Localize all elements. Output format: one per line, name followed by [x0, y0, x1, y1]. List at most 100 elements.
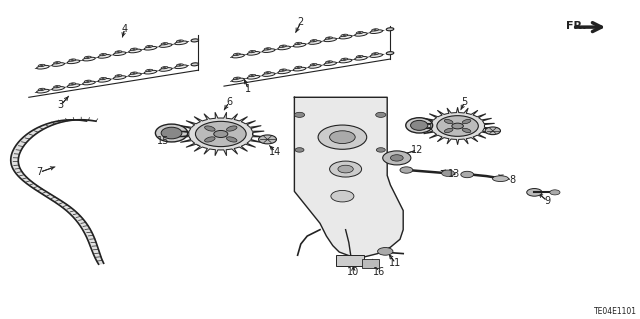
Ellipse shape	[146, 69, 153, 71]
Circle shape	[485, 127, 500, 135]
Ellipse shape	[232, 78, 244, 82]
Ellipse shape	[356, 32, 364, 34]
Ellipse shape	[98, 78, 111, 82]
Ellipse shape	[262, 73, 275, 76]
FancyBboxPatch shape	[336, 255, 364, 266]
Ellipse shape	[355, 33, 367, 36]
Ellipse shape	[100, 78, 107, 80]
Ellipse shape	[175, 65, 188, 69]
Ellipse shape	[310, 40, 317, 42]
Ellipse shape	[113, 76, 126, 79]
Ellipse shape	[191, 39, 198, 42]
Ellipse shape	[113, 52, 126, 56]
Text: 16: 16	[372, 267, 385, 277]
Ellipse shape	[52, 63, 65, 66]
Text: 6: 6	[226, 97, 232, 107]
Ellipse shape	[144, 70, 157, 74]
Ellipse shape	[100, 54, 107, 56]
Ellipse shape	[115, 51, 122, 53]
Ellipse shape	[249, 50, 256, 53]
Ellipse shape	[67, 60, 80, 63]
Ellipse shape	[84, 80, 92, 82]
Circle shape	[376, 148, 385, 152]
Ellipse shape	[129, 49, 141, 53]
Ellipse shape	[308, 41, 321, 44]
Ellipse shape	[339, 35, 352, 39]
Circle shape	[400, 167, 413, 173]
Ellipse shape	[293, 67, 306, 71]
Ellipse shape	[227, 126, 237, 131]
Ellipse shape	[54, 62, 61, 64]
Circle shape	[331, 190, 354, 202]
Text: 14: 14	[269, 146, 282, 157]
Text: 1: 1	[245, 84, 252, 94]
Text: 11: 11	[389, 258, 402, 268]
Ellipse shape	[308, 65, 321, 68]
Ellipse shape	[159, 68, 172, 71]
Ellipse shape	[324, 62, 337, 65]
Ellipse shape	[444, 119, 453, 124]
Ellipse shape	[262, 49, 275, 52]
Circle shape	[294, 112, 305, 117]
Ellipse shape	[234, 77, 241, 79]
Circle shape	[461, 171, 474, 178]
Ellipse shape	[161, 127, 182, 139]
Ellipse shape	[232, 54, 244, 58]
Ellipse shape	[326, 61, 333, 63]
Text: 7: 7	[36, 167, 43, 177]
Ellipse shape	[444, 128, 453, 133]
Ellipse shape	[131, 72, 138, 74]
Ellipse shape	[324, 38, 337, 41]
Ellipse shape	[67, 84, 80, 87]
Ellipse shape	[264, 72, 271, 74]
Circle shape	[295, 148, 304, 152]
Ellipse shape	[36, 89, 49, 93]
Ellipse shape	[411, 120, 428, 130]
Text: 9: 9	[544, 196, 550, 206]
Ellipse shape	[161, 67, 168, 69]
Circle shape	[527, 189, 542, 196]
Text: 4: 4	[122, 24, 128, 34]
Text: 8: 8	[509, 175, 515, 185]
Ellipse shape	[372, 29, 379, 31]
Ellipse shape	[177, 64, 184, 66]
Ellipse shape	[280, 69, 287, 71]
Ellipse shape	[159, 44, 172, 47]
Ellipse shape	[341, 34, 348, 36]
Ellipse shape	[191, 63, 198, 66]
Text: 2: 2	[298, 17, 304, 27]
Circle shape	[330, 161, 362, 177]
Ellipse shape	[131, 48, 138, 50]
Ellipse shape	[84, 56, 92, 58]
Ellipse shape	[175, 41, 188, 45]
Text: 10: 10	[347, 267, 360, 277]
Ellipse shape	[293, 43, 306, 47]
Circle shape	[318, 125, 367, 149]
Ellipse shape	[326, 37, 333, 39]
Ellipse shape	[310, 63, 317, 66]
Text: 12: 12	[411, 145, 424, 155]
Circle shape	[378, 248, 393, 255]
Ellipse shape	[38, 64, 45, 67]
Circle shape	[338, 165, 353, 173]
Ellipse shape	[205, 126, 215, 131]
Ellipse shape	[278, 46, 291, 50]
Circle shape	[437, 116, 478, 136]
Ellipse shape	[462, 119, 471, 124]
Ellipse shape	[278, 70, 291, 74]
Ellipse shape	[493, 176, 509, 182]
Circle shape	[390, 155, 403, 161]
Text: TE04E1101: TE04E1101	[594, 307, 637, 316]
Ellipse shape	[247, 76, 260, 79]
Ellipse shape	[129, 73, 141, 77]
Polygon shape	[294, 97, 403, 257]
Ellipse shape	[52, 87, 65, 90]
Ellipse shape	[205, 137, 215, 142]
Circle shape	[383, 151, 411, 165]
Ellipse shape	[146, 45, 153, 48]
Ellipse shape	[370, 30, 383, 33]
Ellipse shape	[156, 124, 188, 142]
Circle shape	[259, 135, 276, 144]
Text: 15: 15	[157, 136, 170, 146]
Polygon shape	[178, 113, 264, 155]
